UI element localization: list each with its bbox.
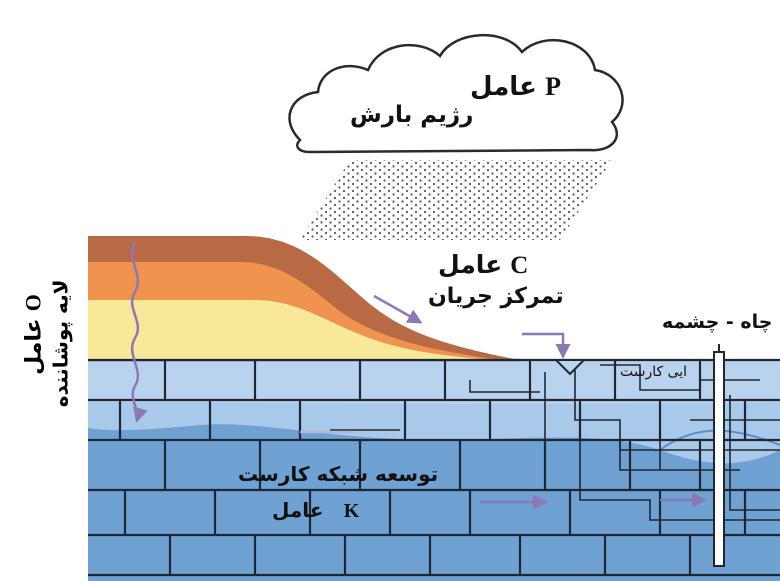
- factor-o-letter: O: [20, 294, 46, 312]
- factor-p-letter: P: [545, 72, 561, 101]
- factor-o-word: عامل: [21, 318, 47, 375]
- soil-yellow-layer: [88, 300, 490, 360]
- cloud-shape: [288, 33, 624, 154]
- factor-p-caption: رژیم بارش: [350, 102, 474, 128]
- well-spring-label: چاه - چشمه: [662, 311, 773, 333]
- factor-c-caption: تمرکز جریان: [428, 284, 564, 309]
- karst-conduits: [330, 364, 780, 521]
- factor-c-letter: C: [510, 252, 529, 279]
- factor-o-rotated: O عامل لایه پوشاننده: [20, 279, 74, 408]
- epikarst-zone: [88, 360, 780, 405]
- flow-arrows: [130, 241, 707, 510]
- factor-o-label: O عامل لایه پوشاننده: [2, 268, 82, 408]
- factor-p-label: P عامل: [470, 72, 561, 102]
- epikarst-label: ایی کارست: [620, 364, 688, 380]
- sinkhole: [553, 359, 587, 376]
- factor-k-word: عامل: [272, 498, 324, 522]
- factor-k-label: K عامل: [272, 498, 359, 523]
- factor-p-word: عامل: [470, 72, 537, 102]
- rain-area: [300, 160, 612, 240]
- well: [713, 344, 725, 567]
- factor-k-letter: K: [343, 500, 360, 522]
- factor-c-word: عامل: [438, 250, 503, 279]
- factor-c-label: C عامل: [438, 250, 528, 280]
- factor-o-caption: لایه پوشاننده: [48, 279, 73, 408]
- karst-blocks: [88, 358, 780, 577]
- factor-k-caption: توسعه شبکه کارست: [238, 462, 439, 486]
